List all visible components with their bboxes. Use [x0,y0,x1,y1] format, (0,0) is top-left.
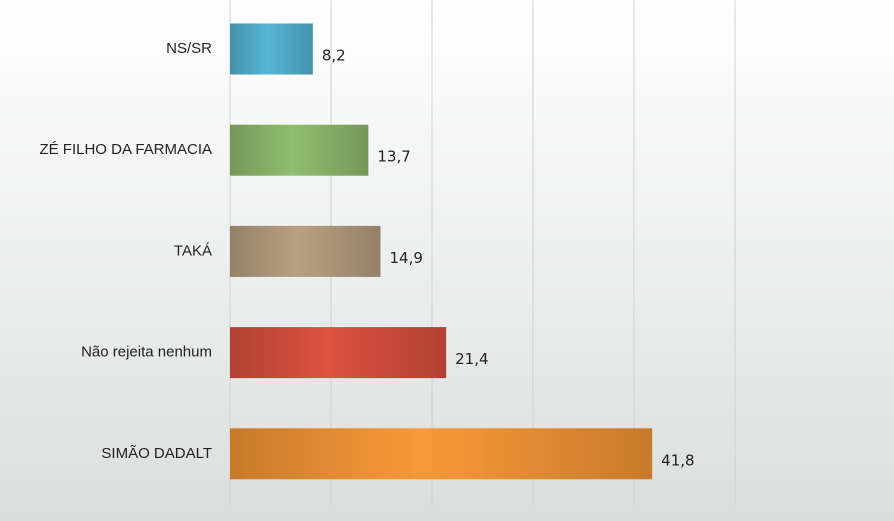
data-label: 14,9 [389,249,422,267]
data-label: 8,2 [322,47,346,65]
data-label: 21,4 [455,350,488,368]
bar [230,124,369,176]
data-label: 13,7 [377,148,410,166]
data-label: 41,8 [661,451,694,469]
y-tick-label: Não rejeita nenhum [81,344,212,361]
y-tick-label: NS/SR [166,40,212,57]
y-tick-label: TAKÁ [174,242,212,259]
bar [230,327,447,379]
y-tick-label: ZÉ FILHO DA FARMACIA [39,141,212,158]
bar [230,23,313,75]
bar [230,428,653,480]
bar [230,225,381,277]
y-tick-label: SIMÃO DADALT [101,445,212,462]
